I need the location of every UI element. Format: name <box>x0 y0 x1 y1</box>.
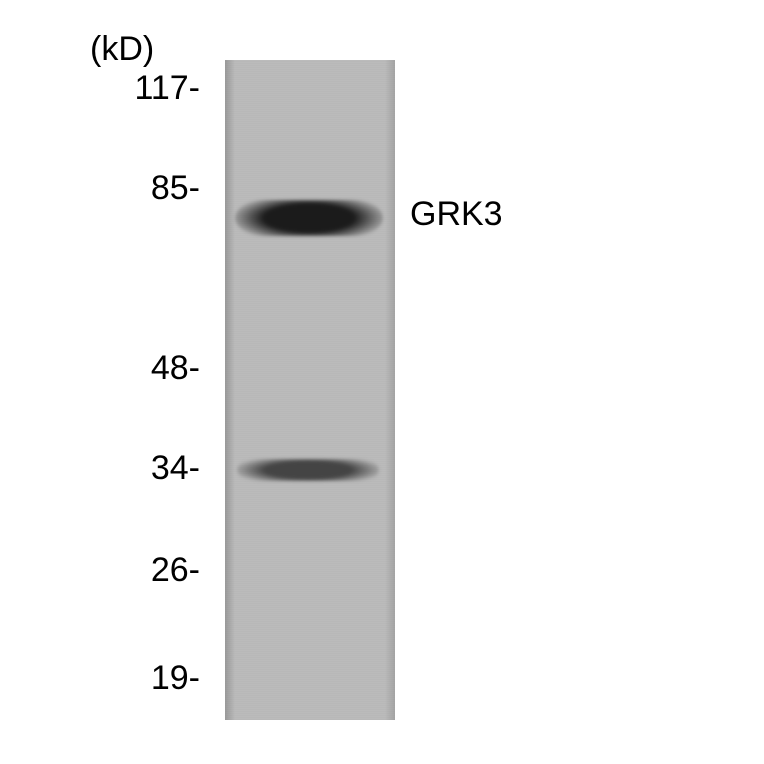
bands-container <box>225 60 395 720</box>
band-34kd <box>237 459 379 481</box>
mw-tick-85: 85- <box>151 169 200 208</box>
mw-tick-19: 19- <box>151 659 200 698</box>
band-grk3 <box>235 200 383 236</box>
mw-tick-48: 48- <box>151 349 200 388</box>
blot-lane <box>225 60 395 720</box>
western-blot-figure: (kD) 117- 85- 48- 34- 26- 19- GRK3 <box>0 0 764 764</box>
axis-title-kd: (kD) <box>90 30 154 69</box>
band-grk3-label: GRK3 <box>410 195 503 234</box>
mw-tick-117: 117- <box>134 69 200 108</box>
mw-tick-26: 26- <box>151 551 200 590</box>
mw-tick-34: 34- <box>151 449 200 488</box>
